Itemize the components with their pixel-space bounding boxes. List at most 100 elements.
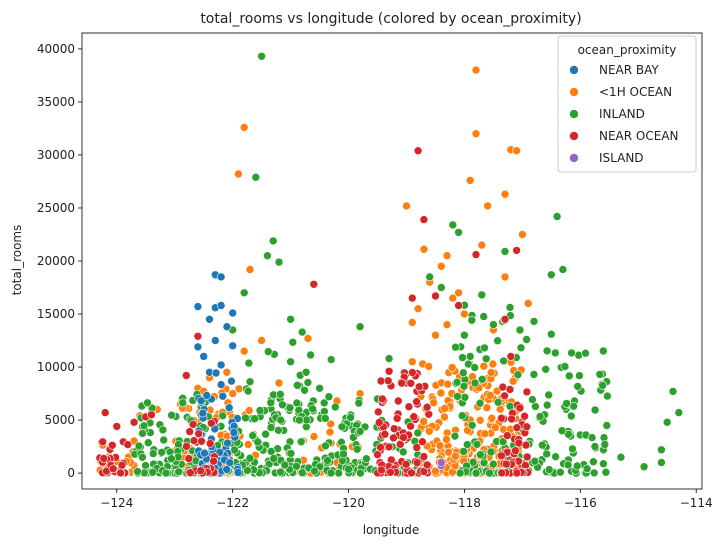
point-inland bbox=[286, 357, 295, 367]
point-inland bbox=[489, 320, 498, 329]
point-inland bbox=[292, 380, 302, 390]
point-inland bbox=[266, 423, 276, 432]
point-inland bbox=[251, 172, 261, 182]
point-inland bbox=[148, 449, 158, 458]
point-near-bay bbox=[228, 308, 237, 318]
point-inland bbox=[568, 444, 577, 454]
point-1h-ocean bbox=[460, 309, 469, 319]
point-inland bbox=[286, 314, 295, 324]
point-near-ocean bbox=[497, 451, 506, 461]
point-near-ocean bbox=[392, 414, 402, 423]
point-inland bbox=[320, 414, 330, 423]
axes: −124 −122 −120 −118 −116 −114 0 5000 10000 15000 2… bbox=[37, 32, 713, 510]
legend-marker bbox=[569, 65, 579, 75]
legend-entry: INLAND bbox=[599, 107, 645, 121]
point-near-ocean bbox=[207, 418, 216, 428]
point-inland bbox=[266, 398, 276, 408]
point-inland bbox=[589, 457, 598, 467]
point-near-ocean bbox=[188, 420, 198, 429]
point-1h-ocean bbox=[442, 320, 452, 329]
point-inland bbox=[266, 447, 276, 456]
point-inland bbox=[567, 348, 576, 358]
point-1h-ocean bbox=[477, 240, 487, 250]
point-near-bay bbox=[200, 448, 209, 458]
y-tick-label: 0 bbox=[67, 466, 75, 480]
y-tick-label: 15000 bbox=[37, 307, 75, 321]
point-inland bbox=[303, 378, 313, 387]
point-1h-ocean bbox=[500, 189, 510, 199]
point-near-ocean bbox=[522, 452, 532, 462]
point-near-bay bbox=[211, 368, 221, 378]
point-inland bbox=[603, 391, 612, 401]
point-near-ocean bbox=[116, 468, 125, 478]
point-near-ocean bbox=[424, 409, 434, 419]
point-inland bbox=[324, 392, 334, 402]
point-1h-ocean bbox=[512, 146, 521, 155]
point-inland bbox=[462, 440, 472, 449]
point-near-bay bbox=[222, 322, 232, 332]
point-inland bbox=[436, 283, 446, 292]
point-inland bbox=[460, 330, 469, 340]
point-near-ocean bbox=[412, 397, 421, 407]
point-near-ocean bbox=[196, 466, 205, 476]
point-inland bbox=[161, 468, 171, 478]
point-inland bbox=[278, 400, 287, 410]
point-inland bbox=[581, 348, 590, 358]
point-near-ocean bbox=[500, 391, 509, 401]
point-near-ocean bbox=[184, 454, 194, 463]
x-tick-label: −118 bbox=[448, 496, 481, 510]
point-near-ocean bbox=[182, 442, 191, 451]
point-inland bbox=[286, 449, 296, 458]
point-near-ocean bbox=[129, 417, 139, 427]
point-inland bbox=[493, 397, 503, 407]
point-near-ocean bbox=[186, 468, 195, 478]
point-inland bbox=[563, 460, 573, 470]
point-inland bbox=[167, 410, 176, 420]
point-near-ocean bbox=[422, 402, 432, 412]
point-inland bbox=[245, 453, 255, 463]
point-inland bbox=[292, 398, 302, 408]
point-near-ocean bbox=[374, 418, 384, 427]
point-inland bbox=[138, 429, 147, 438]
point-inland bbox=[144, 438, 153, 448]
point-inland bbox=[174, 467, 183, 477]
x-tick-label: −122 bbox=[216, 496, 249, 510]
point-1h-ocean bbox=[500, 272, 510, 282]
point-inland bbox=[542, 449, 552, 459]
point-1h-ocean bbox=[274, 378, 284, 388]
point-1h-ocean bbox=[491, 423, 500, 432]
point-near-bay bbox=[216, 360, 226, 370]
point-inland bbox=[562, 399, 571, 408]
point-inland bbox=[477, 290, 487, 300]
point-near-ocean bbox=[407, 468, 416, 478]
point-near-bay bbox=[218, 391, 228, 401]
point-inland bbox=[467, 420, 477, 430]
point-inland bbox=[257, 51, 266, 61]
point-inland bbox=[275, 389, 285, 399]
point-inland bbox=[352, 444, 362, 454]
point-inland bbox=[296, 437, 306, 447]
point-near-ocean bbox=[397, 378, 407, 388]
point-near-ocean bbox=[522, 422, 532, 432]
point-inland bbox=[602, 421, 612, 430]
point-inland bbox=[575, 371, 584, 380]
point-1h-ocean bbox=[471, 129, 481, 138]
x-tick-label: −124 bbox=[100, 496, 133, 510]
point-inland bbox=[143, 398, 152, 408]
point-near-ocean bbox=[500, 314, 510, 324]
point-inland bbox=[306, 350, 315, 360]
point-1h-ocean bbox=[303, 334, 313, 343]
legend: ocean_proximity NEAR BAY <1H OCEAN INLAND NE… bbox=[557, 35, 697, 173]
point-1h-ocean bbox=[325, 427, 335, 437]
point-near-ocean bbox=[406, 378, 416, 388]
point-1h-ocean bbox=[487, 413, 497, 423]
point-inland bbox=[470, 378, 480, 388]
point-inland bbox=[475, 450, 485, 459]
point-inland bbox=[274, 425, 283, 435]
point-inland bbox=[138, 452, 147, 462]
point-inland bbox=[218, 411, 227, 421]
point-inland bbox=[590, 442, 600, 451]
point-near-ocean bbox=[108, 440, 117, 450]
point-near-ocean bbox=[514, 438, 524, 448]
point-1h-ocean bbox=[222, 367, 232, 377]
